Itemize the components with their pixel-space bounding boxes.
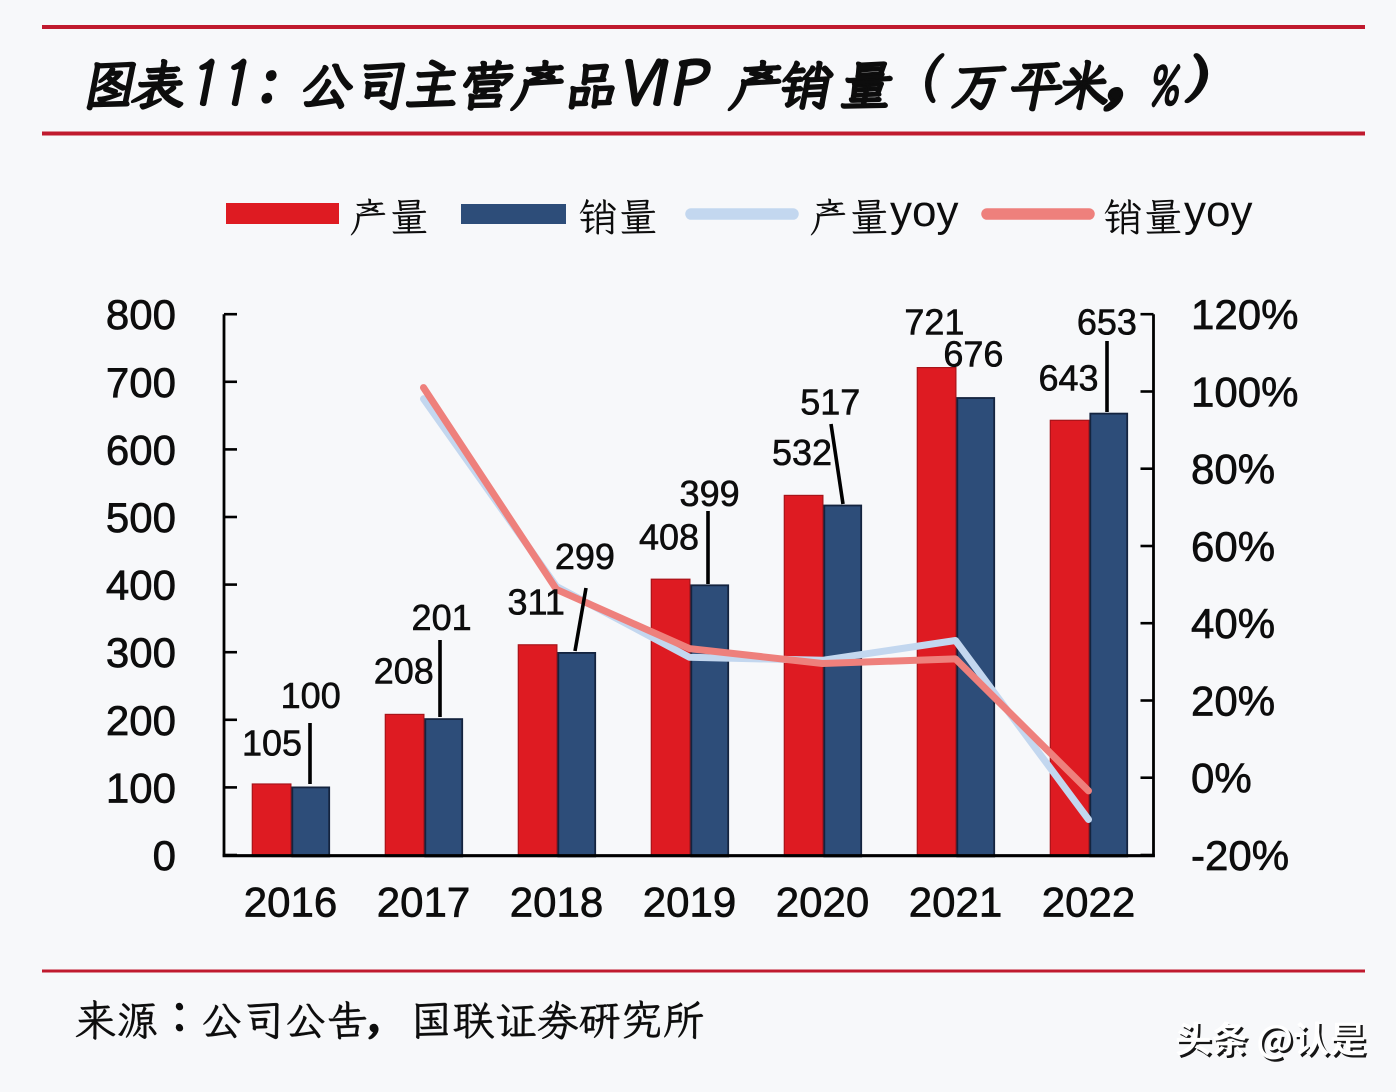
svg-text:600: 600: [106, 426, 176, 473]
svg-text:2021: 2021: [909, 879, 1002, 926]
svg-text:200: 200: [106, 697, 176, 744]
svg-text:2016: 2016: [244, 879, 337, 926]
svg-text:105: 105: [242, 723, 302, 764]
svg-text:2017: 2017: [377, 879, 470, 926]
svg-text:800: 800: [106, 291, 176, 338]
svg-text:yoy: yoy: [1184, 187, 1252, 236]
svg-text:311: 311: [507, 582, 564, 623]
svg-text:20%: 20%: [1191, 678, 1275, 725]
svg-text:60%: 60%: [1191, 523, 1275, 570]
svg-text:100%: 100%: [1191, 369, 1298, 416]
svg-text:2018: 2018: [510, 879, 603, 926]
svg-text:-20%: -20%: [1191, 832, 1289, 879]
svg-text:408: 408: [639, 517, 699, 558]
svg-text:300: 300: [106, 629, 176, 676]
svg-text:653: 653: [1077, 301, 1137, 342]
svg-text:721: 721: [904, 301, 964, 342]
svg-text:500: 500: [106, 494, 176, 541]
svg-text:100: 100: [106, 764, 176, 811]
svg-text:120%: 120%: [1191, 291, 1298, 338]
svg-text:2019: 2019: [643, 879, 736, 926]
svg-text:40%: 40%: [1191, 600, 1275, 647]
svg-text:517: 517: [800, 382, 860, 423]
svg-text:0%: 0%: [1191, 755, 1252, 802]
svg-text:201: 201: [412, 597, 472, 638]
svg-text:299: 299: [555, 536, 615, 577]
svg-text:208: 208: [374, 651, 434, 692]
svg-text:2022: 2022: [1042, 879, 1135, 926]
svg-text:yoy: yoy: [890, 187, 958, 236]
svg-text:532: 532: [772, 432, 832, 473]
svg-text:2020: 2020: [776, 879, 869, 926]
svg-text:0: 0: [153, 832, 176, 879]
svg-text:399: 399: [680, 473, 740, 514]
svg-text:80%: 80%: [1191, 446, 1275, 493]
svg-text:676: 676: [943, 333, 1003, 374]
svg-text:700: 700: [106, 359, 176, 406]
svg-text:400: 400: [106, 562, 176, 609]
svg-text:100: 100: [281, 675, 341, 716]
svg-text:643: 643: [1038, 357, 1098, 398]
